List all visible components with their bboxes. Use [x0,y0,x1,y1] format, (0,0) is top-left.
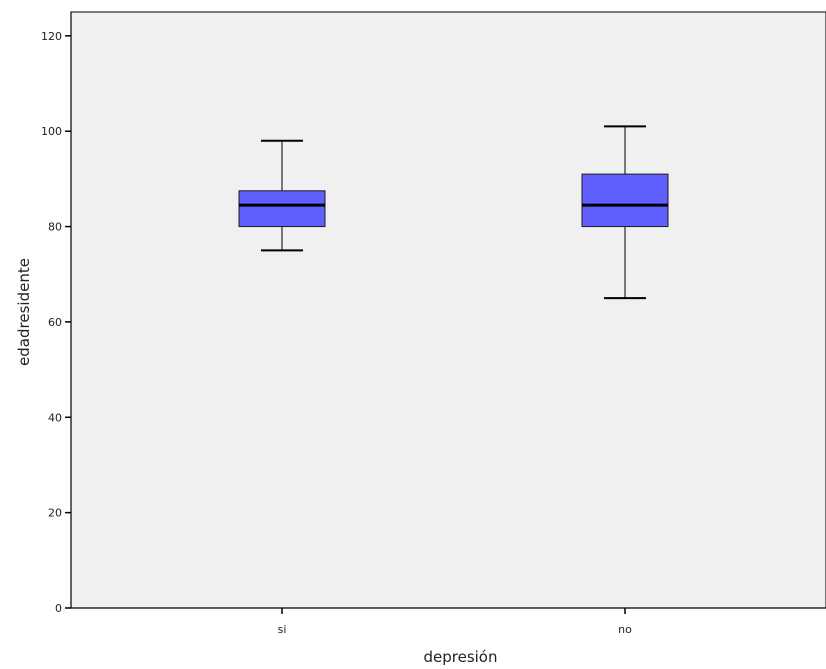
y-tick-label: 80 [48,221,62,234]
y-axis-title: edadresidente [15,258,33,366]
box-no [581,125,669,300]
iqr-box [238,190,326,228]
x-axis-title: depresión [423,648,497,666]
x-tick-label: no [618,623,632,636]
y-tick-label: 120 [41,30,62,43]
y-tick-label: 20 [48,507,62,520]
boxes [238,125,669,300]
plot-area [70,11,826,609]
y-tick-label: 40 [48,411,62,424]
iqr-box [581,173,669,228]
y-tick-label: 0 [55,602,62,615]
box-si [238,139,326,252]
y-tick-label: 60 [48,316,62,329]
y-axis: 0 20 40 60 80 100 120 [41,30,71,615]
y-tick-label: 100 [41,125,62,138]
x-axis: si no [278,608,632,636]
x-tick-label: si [278,623,287,636]
